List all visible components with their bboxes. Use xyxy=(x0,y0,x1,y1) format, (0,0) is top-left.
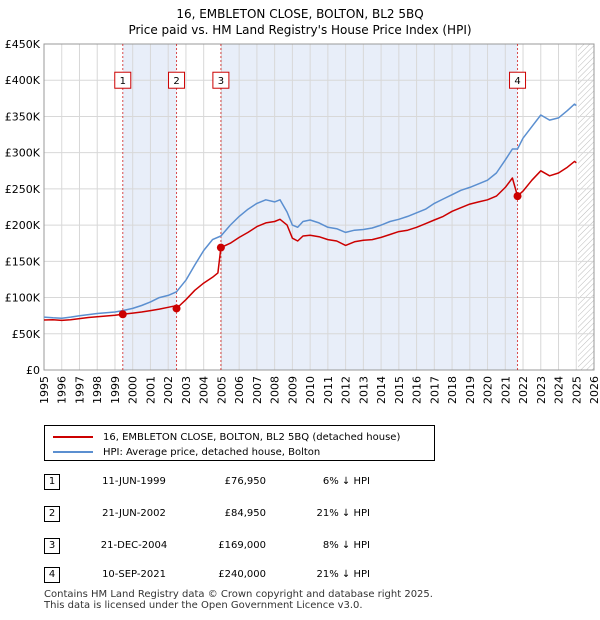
y-tick-label: £300K xyxy=(5,147,41,160)
x-tick-label: 2016 xyxy=(411,376,424,404)
footer: Contains HM Land Registry data © Crown c… xyxy=(44,589,433,611)
sale-marker-label: 1 xyxy=(120,76,126,87)
sale-point xyxy=(513,192,522,201)
y-tick-label: £150K xyxy=(5,255,41,268)
series-line-property xyxy=(43,160,577,322)
x-tick-label: 2009 xyxy=(286,376,299,404)
series-line-hpi xyxy=(43,103,577,319)
sale-marker-label: 4 xyxy=(514,76,520,87)
transaction-number: 3 xyxy=(44,538,60,554)
sale-marker-box xyxy=(114,71,132,89)
transaction-hpi-diff: 21% ↓ HPI xyxy=(316,508,370,519)
legend-swatch-property xyxy=(53,436,93,438)
x-tick-label: 1998 xyxy=(91,376,104,404)
legend-swatch-hpi xyxy=(53,451,93,453)
shaded-range xyxy=(122,44,177,370)
sale-point xyxy=(118,310,127,319)
legend-label-hpi: HPI: Average price, detached house, Bolt… xyxy=(103,446,321,458)
y-tick-label: £0 xyxy=(26,364,40,377)
price-chart: £0 £50K £100K £150K £200K £250K £300K £350K £400… xyxy=(5,38,600,404)
x-tick-label: 2008 xyxy=(269,376,282,404)
x-tick-label: 2013 xyxy=(357,376,370,404)
x-tick-label: 2026 xyxy=(588,376,600,404)
transaction-hpi-diff: 6% ↓ HPI xyxy=(322,476,370,487)
x-tick-label: 2002 xyxy=(162,376,175,404)
transaction-price: £84,950 xyxy=(224,508,266,519)
x-tick-label: 2022 xyxy=(517,376,530,404)
x-tick-label: 1997 xyxy=(73,376,86,404)
sale-marker-label: 2 xyxy=(173,76,179,87)
y-tick-label: £450K xyxy=(5,38,41,51)
transaction-number: 2 xyxy=(44,506,60,522)
x-tick-label: 2004 xyxy=(198,376,211,404)
y-tick-label: £400K xyxy=(5,74,41,87)
x-tick-label: 2001 xyxy=(144,376,157,404)
future-hatch xyxy=(578,44,594,370)
x-tick-label: 2023 xyxy=(535,376,548,404)
transaction-row: 1 11-JUN-1999 £76,950 6% ↓ HPI xyxy=(44,474,464,492)
sale-point xyxy=(216,243,225,252)
x-tick-label: 2019 xyxy=(464,376,477,404)
transaction-price: £240,000 xyxy=(218,569,266,580)
transaction-hpi-diff: 8% ↓ HPI xyxy=(322,540,370,551)
x-tick-label: 2005 xyxy=(215,376,228,404)
sale-marker-box xyxy=(168,71,186,89)
y-tick-label: £250K xyxy=(5,183,41,196)
x-tick-label: 2017 xyxy=(428,376,441,404)
sale-marker-label: 3 xyxy=(218,76,224,87)
x-tick-label: 2024 xyxy=(553,376,566,404)
chart-subtitle: Price paid vs. HM Land Registry's House … xyxy=(128,23,472,37)
footer-copyright: Contains HM Land Registry data © Crown c… xyxy=(44,589,433,600)
x-tick-label: 1995 xyxy=(38,376,51,404)
transaction-row: 2 21-JUN-2002 £84,950 21% ↓ HPI xyxy=(44,506,464,524)
transaction-price: £169,000 xyxy=(218,540,266,551)
transaction-price: £76,950 xyxy=(224,476,266,487)
transaction-date: 21-DEC-2004 xyxy=(100,540,168,551)
y-tick-label: £200K xyxy=(5,219,41,232)
transaction-date: 21-JUN-2002 xyxy=(102,508,166,519)
x-tick-label: 2015 xyxy=(393,376,406,404)
legend-item-hpi: HPI: Average price, detached house, Bolt… xyxy=(53,445,320,459)
legend-label-property: 16, EMBLETON CLOSE, BOLTON, BL2 5BQ (det… xyxy=(103,431,401,443)
x-tick-label: 2007 xyxy=(251,376,264,404)
legend-item-property: 16, EMBLETON CLOSE, BOLTON, BL2 5BQ (det… xyxy=(53,430,400,444)
sale-point xyxy=(172,304,181,313)
transaction-hpi-diff: 21% ↓ HPI xyxy=(316,569,370,580)
x-tick-label: 2000 xyxy=(127,376,140,404)
transaction-row: 3 21-DEC-2004 £169,000 8% ↓ HPI xyxy=(44,538,464,556)
transaction-number: 4 xyxy=(44,567,60,583)
y-tick-label: £100K xyxy=(5,292,41,305)
x-tick-label: 2003 xyxy=(180,376,193,404)
x-tick-label: 2010 xyxy=(304,376,317,404)
transaction-row: 4 10-SEP-2021 £240,000 21% ↓ HPI xyxy=(44,567,464,585)
x-tick-label: 2020 xyxy=(482,376,495,404)
x-tick-label: 1999 xyxy=(109,376,122,404)
x-tick-label: 2011 xyxy=(322,376,335,404)
footer-license: This data is licensed under the Open Gov… xyxy=(44,600,363,611)
sale-marker-box xyxy=(509,71,527,89)
shaded-range xyxy=(220,44,518,370)
legend: 16, EMBLETON CLOSE, BOLTON, BL2 5BQ (det… xyxy=(44,425,435,461)
x-tick-label: 2018 xyxy=(446,376,459,404)
y-tick-label: £50K xyxy=(12,328,41,341)
transaction-number: 1 xyxy=(44,474,60,490)
x-tick-label: 2012 xyxy=(340,376,353,404)
x-tick-label: 1996 xyxy=(56,376,69,404)
x-tick-label: 2025 xyxy=(570,376,583,404)
y-tick-label: £350K xyxy=(5,110,41,123)
plot-frame xyxy=(43,43,595,371)
x-tick-label: 2006 xyxy=(233,376,246,404)
chart-title: 16, EMBLETON CLOSE, BOLTON, BL2 5BQ xyxy=(176,7,424,21)
transaction-date: 10-SEP-2021 xyxy=(102,569,166,580)
sale-marker-box xyxy=(212,71,230,89)
transaction-date: 11-JUN-1999 xyxy=(102,476,166,487)
x-tick-label: 2021 xyxy=(499,376,512,404)
x-tick-label: 2014 xyxy=(375,376,388,404)
